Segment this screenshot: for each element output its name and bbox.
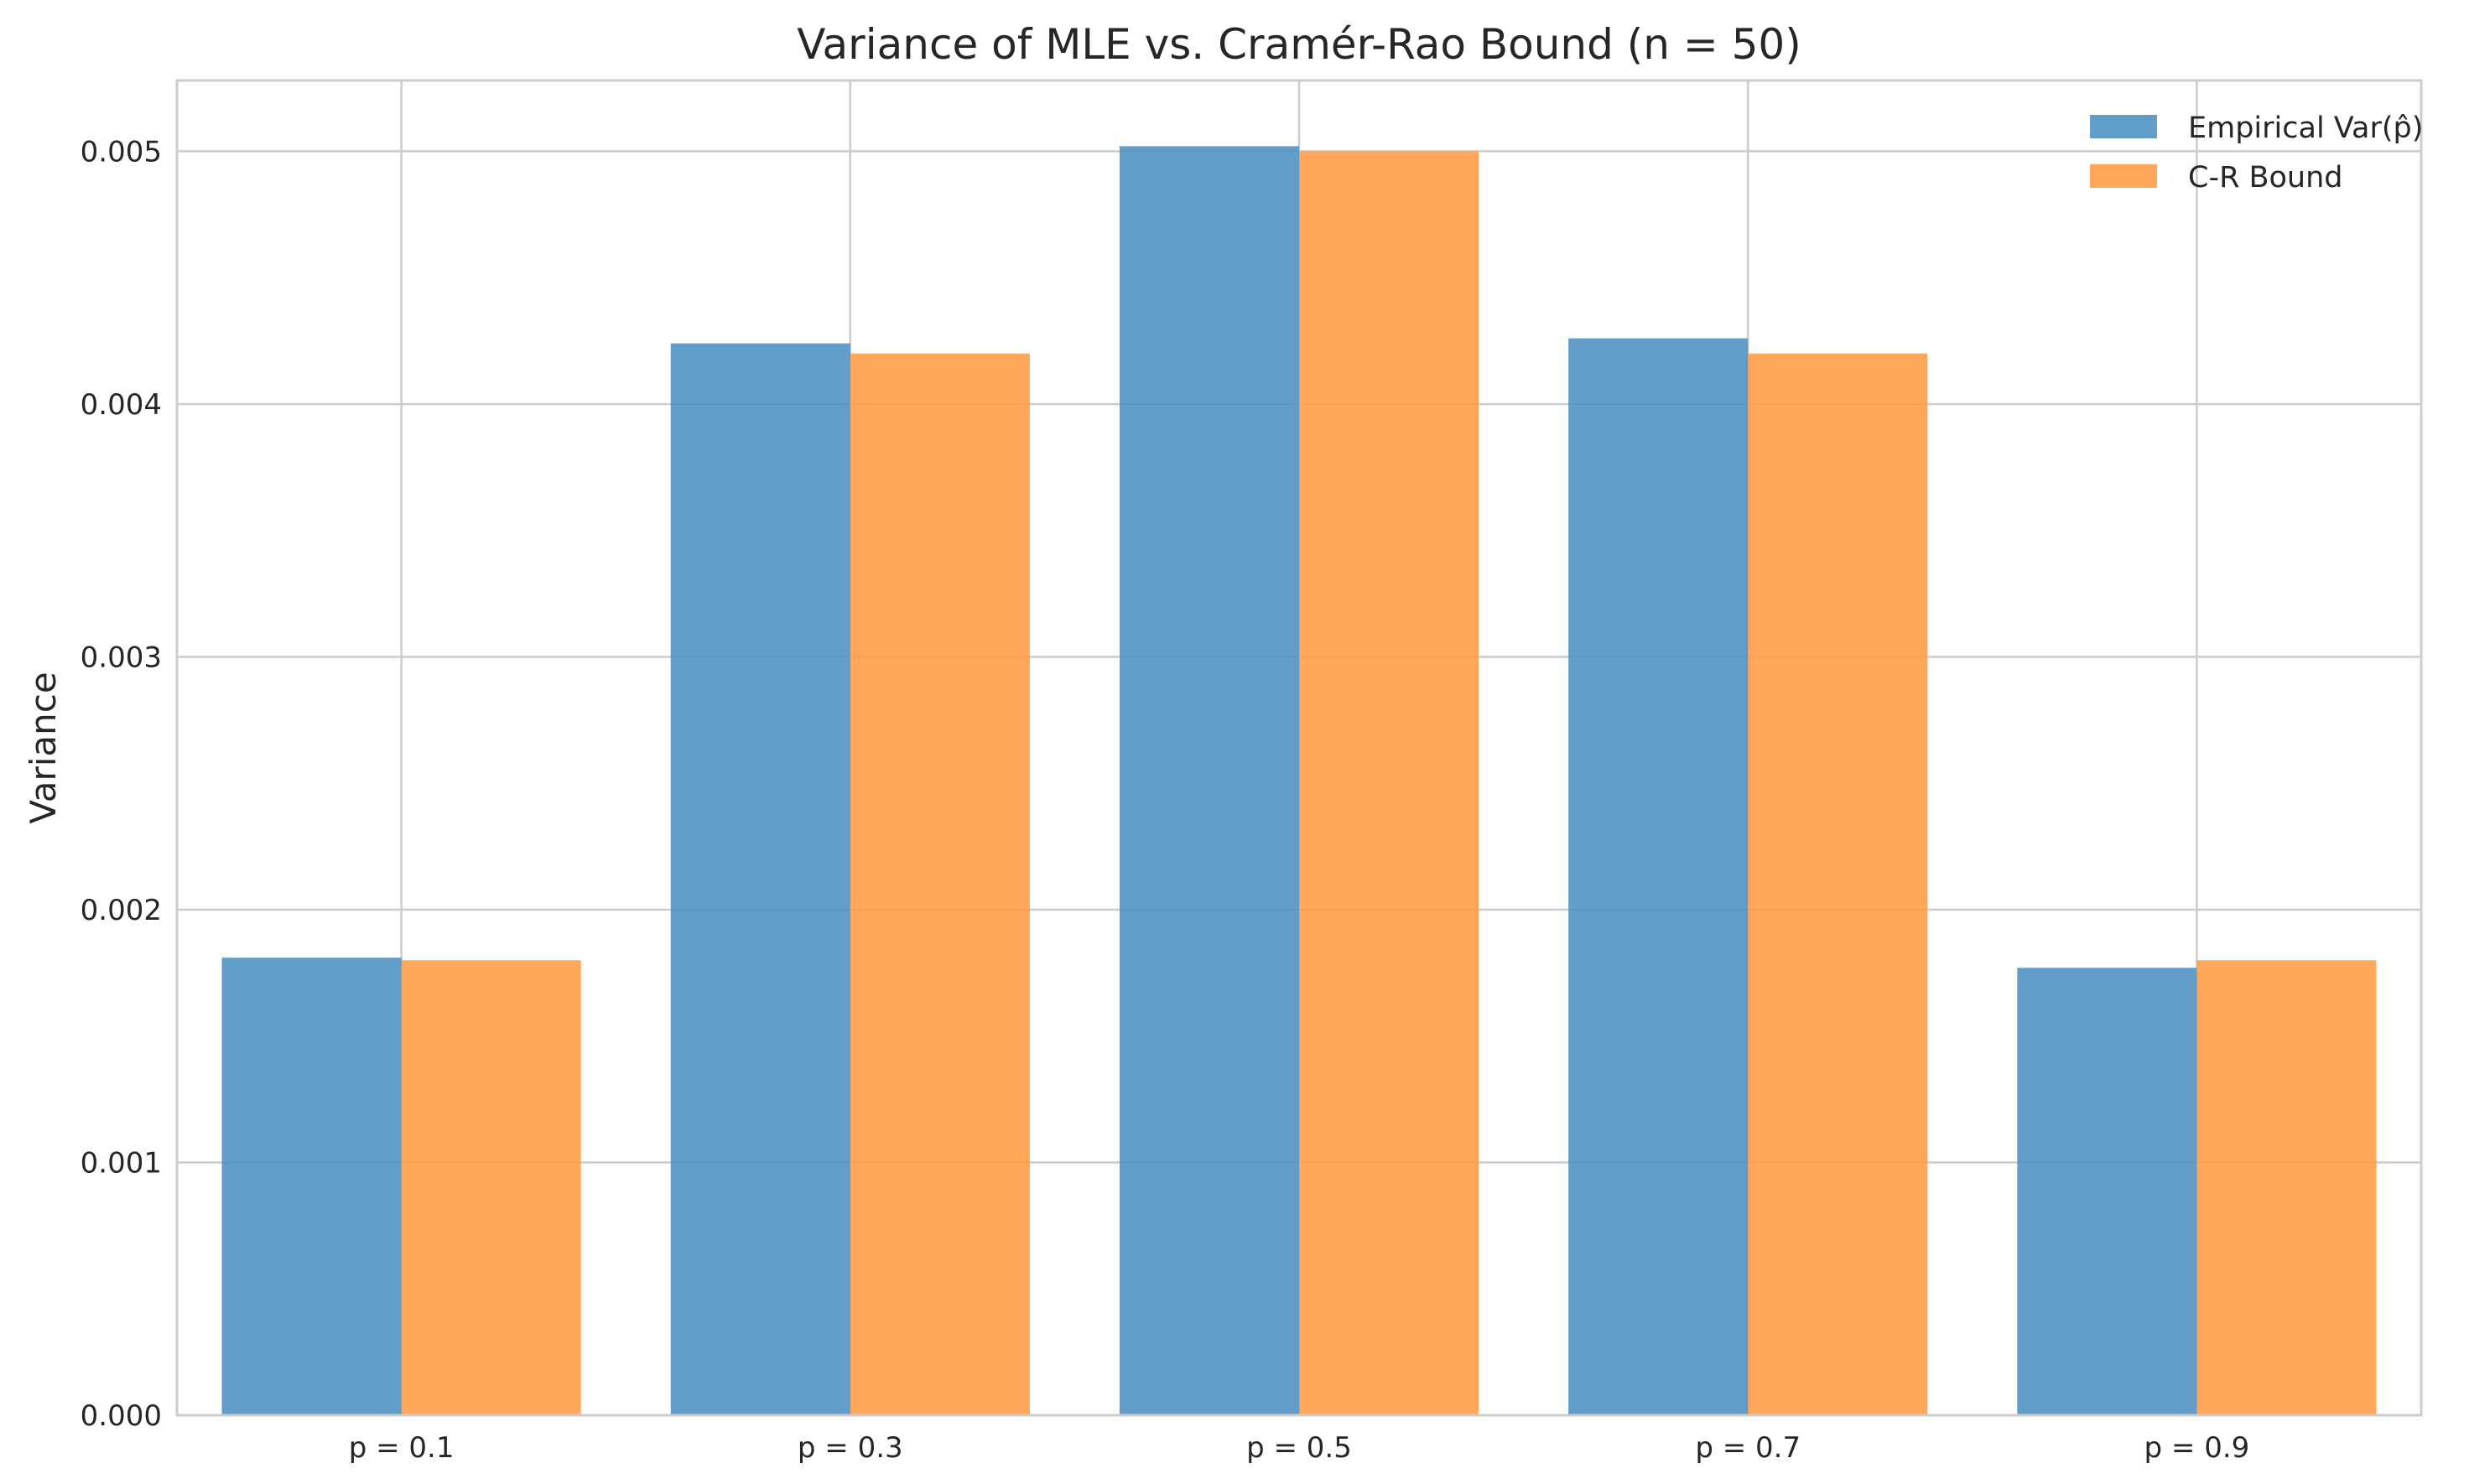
y-tick-label: 0.001 (81, 1146, 162, 1180)
y-tick-label: 0.005 (81, 135, 162, 169)
plot-frame (175, 79, 2423, 1417)
x-tick-label: p = 0.1 (349, 1431, 455, 1465)
x-tick-label: p = 0.5 (1246, 1431, 1352, 1465)
legend-swatch-empirical (2090, 115, 2157, 138)
bar-empirical-var (1119, 146, 1299, 1416)
bar-cr-bound (850, 353, 1030, 1415)
bars (221, 146, 2377, 1416)
legend-swatch-cr-bound (2090, 164, 2157, 188)
bar-empirical-var (1568, 338, 1749, 1416)
x-tick-label: p = 0.3 (798, 1431, 903, 1465)
bar-empirical-var (670, 343, 850, 1416)
legend-label-empirical: Empirical Var(p̂) (2188, 112, 2423, 145)
legend: Empirical Var(p̂) C-R Bound (2090, 112, 2423, 195)
tick-labels: 0.000 0.001 0.002 0.003 0.004 0.005 p = 0.1 p =… (81, 135, 2250, 1465)
y-tick-label: 0.002 (81, 894, 162, 927)
bar-empirical-var (221, 957, 402, 1415)
bar-empirical-var (2017, 968, 2197, 1415)
bar-cr-bound (2196, 960, 2377, 1415)
y-tick-label: 0.003 (81, 641, 162, 674)
legend-label-cr-bound: C-R Bound (2188, 161, 2343, 195)
chart-title: Variance of MLE vs. Cramér-Rao Bound (n … (797, 20, 1801, 69)
bar-cr-bound (1748, 353, 1928, 1415)
bar-cr-bound (1299, 151, 1479, 1416)
x-tick-label: p = 0.7 (1695, 1431, 1801, 1465)
y-tick-label: 0.000 (81, 1399, 162, 1433)
x-tick-label: p = 0.9 (2144, 1431, 2250, 1465)
bar-cr-bound (401, 960, 581, 1415)
y-axis-label: Variance (23, 672, 64, 823)
y-tick-label: 0.004 (81, 388, 162, 422)
